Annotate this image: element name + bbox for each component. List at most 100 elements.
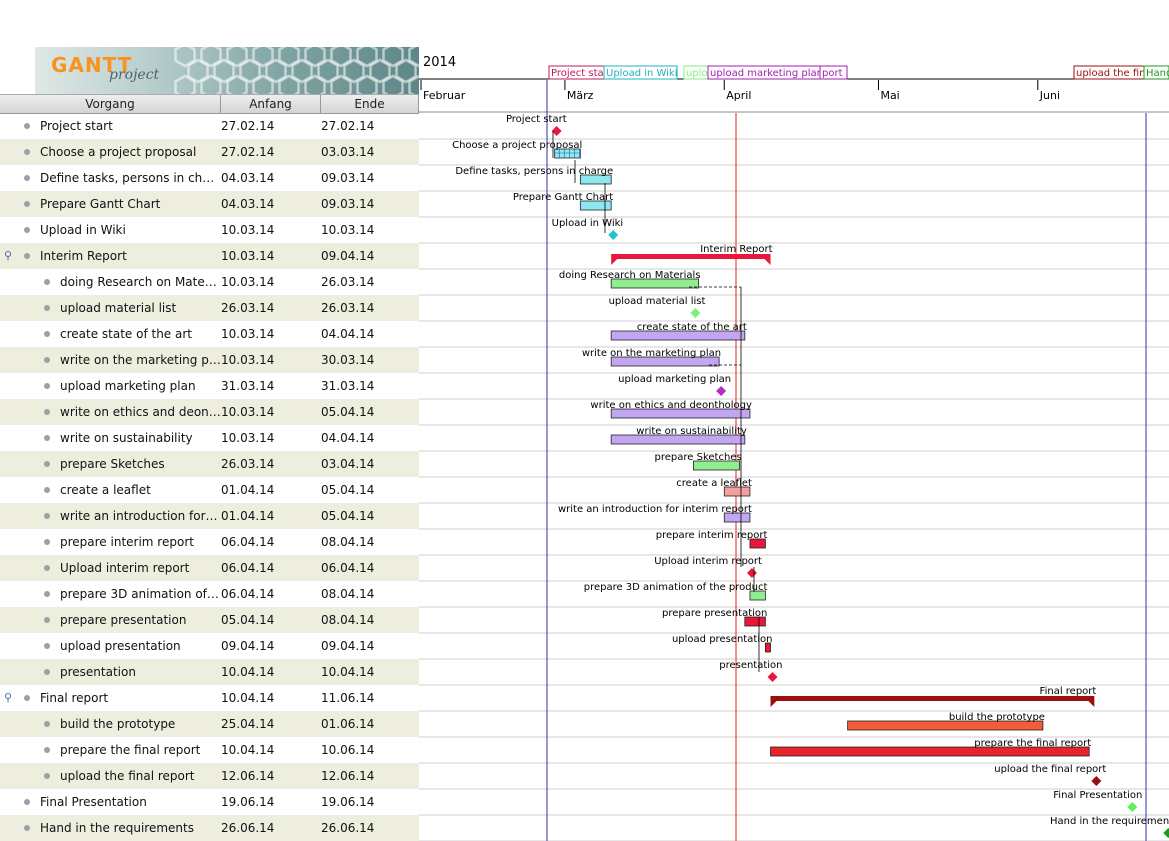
task-bullet-icon xyxy=(24,825,30,831)
task-row[interactable]: build the prototype 25.04.14 01.06.14 xyxy=(0,711,419,737)
column-header-start[interactable]: Anfang xyxy=(221,95,321,113)
task-bar[interactable] xyxy=(610,356,720,367)
task-row[interactable]: Final Presentation 19.06.14 19.06.14 xyxy=(0,789,419,815)
task-end-date: 10.06.14 xyxy=(321,743,375,757)
task-name: Final report xyxy=(40,691,109,705)
task-bullet-icon xyxy=(44,409,50,415)
task-bullet-icon xyxy=(24,201,30,207)
task-bullet-icon xyxy=(44,643,50,649)
task-bar[interactable] xyxy=(579,174,612,185)
task-row[interactable]: Project start 27.02.14 27.02.14 xyxy=(0,113,419,139)
task-bar[interactable] xyxy=(610,330,746,341)
task-row[interactable]: write on sustainability 10.03.14 04.04.14 xyxy=(0,425,419,451)
collapse-toggle-icon[interactable]: ⚲ xyxy=(4,691,13,704)
task-end-date: 04.04.14 xyxy=(321,431,375,445)
task-row[interactable]: prepare Sketches 26.03.14 03.04.14 xyxy=(0,451,419,477)
task-end-date: 09.04.14 xyxy=(321,249,375,263)
task-row[interactable]: write on ethics and deont… 10.03.14 05.04.… xyxy=(0,399,419,425)
task-row[interactable]: ⚲ Final report 10.04.14 11.06.14 xyxy=(0,685,419,711)
task-row[interactable]: upload marketing plan 31.03.14 31.03.14 xyxy=(0,373,419,399)
task-bar[interactable] xyxy=(723,486,751,497)
task-bar[interactable] xyxy=(847,720,1044,731)
task-row[interactable]: Upload interim report 06.04.14 06.04.14 xyxy=(0,555,419,581)
task-end-date: 30.03.14 xyxy=(321,353,375,367)
task-row[interactable]: upload the final report 12.06.14 12.06.14 xyxy=(0,763,419,789)
task-bullet-icon xyxy=(44,773,50,779)
task-name: Define tasks, persons in char… xyxy=(40,171,221,185)
task-start-date: 10.03.14 xyxy=(221,249,275,263)
task-bar[interactable] xyxy=(693,460,741,471)
task-chart-label: Define tasks, persons in charge xyxy=(455,166,613,177)
milestone-diamond[interactable] xyxy=(1127,802,1138,812)
task-row[interactable]: upload material list 26.03.14 26.03.14 xyxy=(0,295,419,321)
task-name: create state of the art xyxy=(60,327,192,341)
milestone-diamond[interactable] xyxy=(746,568,757,578)
task-row[interactable]: write an introduction for i… 01.04.14 05.0… xyxy=(0,503,419,529)
milestone-diamond[interactable] xyxy=(551,126,562,136)
task-bar[interactable] xyxy=(610,434,746,445)
task-bar[interactable] xyxy=(749,538,766,549)
task-row[interactable]: Upload in Wiki 10.03.14 10.03.14 xyxy=(0,217,419,243)
task-chart-label: Hand in the requirements xyxy=(1050,816,1169,827)
task-row[interactable]: ⚲ Interim Report 10.03.14 09.04.14 xyxy=(0,243,419,269)
milestone-flag-label: port xyxy=(822,68,843,79)
task-bar[interactable] xyxy=(610,278,699,289)
task-row[interactable]: Hand in the requirements 26.06.14 26.06.14 xyxy=(0,815,419,841)
collapse-toggle-icon[interactable]: ⚲ xyxy=(4,249,13,262)
column-header-end[interactable]: Ende xyxy=(321,95,419,113)
task-bar[interactable] xyxy=(749,590,766,601)
column-header-task[interactable]: Vorgang xyxy=(0,95,221,113)
task-bar[interactable] xyxy=(723,512,751,523)
task-bar[interactable] xyxy=(610,408,751,419)
task-chart-label: upload presentation xyxy=(672,634,773,645)
task-bar[interactable] xyxy=(764,642,771,653)
task-bullet-icon xyxy=(24,175,30,181)
task-bar[interactable] xyxy=(579,200,612,211)
milestone-diamond[interactable] xyxy=(608,230,619,240)
month-label: Februar xyxy=(423,89,466,102)
task-start-date: 06.04.14 xyxy=(221,587,275,601)
task-name: prepare interim report xyxy=(60,535,194,549)
gantt-chart[interactable]: 2014 Februar März April Mai Juni Project sta Up… xyxy=(419,47,1169,841)
task-row[interactable]: prepare interim report 06.04.14 08.04.14 xyxy=(0,529,419,555)
milestone-diamond[interactable] xyxy=(767,672,778,682)
milestone-diamond[interactable] xyxy=(1163,828,1169,838)
task-row[interactable]: Prepare Gantt Chart 04.03.14 09.03.14 xyxy=(0,191,419,217)
task-name: Prepare Gantt Chart xyxy=(40,197,161,211)
task-row[interactable]: presentation 10.04.14 10.04.14 xyxy=(0,659,419,685)
task-row[interactable]: write on the marketing plan 10.03.14 30.03… xyxy=(0,347,419,373)
task-row[interactable]: Choose a project proposal 27.02.14 03.03.1… xyxy=(0,139,419,165)
task-row[interactable]: doing Research on Materi… 10.03.14 26.03.1… xyxy=(0,269,419,295)
milestone-diamond[interactable] xyxy=(716,386,727,396)
task-chart-label: Final report xyxy=(1040,686,1097,697)
task-name: Choose a project proposal xyxy=(40,145,197,159)
task-bar[interactable] xyxy=(770,746,1090,757)
task-end-date: 05.04.14 xyxy=(321,405,375,419)
milestone-diamond[interactable] xyxy=(690,308,701,318)
milestone-diamond[interactable] xyxy=(1091,776,1102,786)
task-bar[interactable] xyxy=(554,148,581,159)
task-row[interactable]: prepare the final report 10.04.14 10.06.14 xyxy=(0,737,419,763)
task-start-date: 10.04.14 xyxy=(221,743,275,757)
task-end-date: 26.06.14 xyxy=(321,821,375,835)
task-bar[interactable] xyxy=(744,616,766,627)
task-row[interactable]: prepare 3D animation of… 06.04.14 08.04.14 xyxy=(0,581,419,607)
task-start-date: 06.04.14 xyxy=(221,561,275,575)
task-row[interactable]: Define tasks, persons in char… 04.03.14 09… xyxy=(0,165,419,191)
task-row[interactable]: prepare presentation 05.04.14 08.04.14 xyxy=(0,607,419,633)
task-name: prepare 3D animation of… xyxy=(60,587,219,601)
task-end-date: 01.06.14 xyxy=(321,717,375,731)
summary-bar[interactable] xyxy=(611,254,771,259)
task-end-date: 09.03.14 xyxy=(321,171,375,185)
month-label: Mai xyxy=(880,89,899,102)
summary-bar[interactable] xyxy=(770,696,1095,701)
task-chart-label: Prepare Gantt Chart xyxy=(513,192,613,203)
task-name: upload presentation xyxy=(60,639,181,653)
task-row[interactable]: upload presentation 09.04.14 09.04.14 xyxy=(0,633,419,659)
task-name: write on sustainability xyxy=(60,431,193,445)
task-row[interactable]: create a leaflet 01.04.14 05.04.14 xyxy=(0,477,419,503)
task-row[interactable]: create state of the art 10.03.14 04.04.14 xyxy=(0,321,419,347)
task-end-date: 04.04.14 xyxy=(321,327,375,341)
milestone-flag-label: uplo xyxy=(686,68,708,79)
